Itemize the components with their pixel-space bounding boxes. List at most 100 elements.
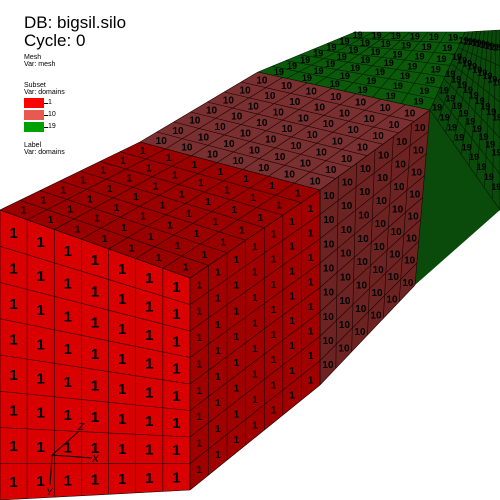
domain-label: 1 xyxy=(308,302,314,313)
domain-label: 10 xyxy=(388,120,400,131)
domain-label: 1 xyxy=(91,472,99,489)
domain-label: 1 xyxy=(118,471,126,488)
domain-label: 10 xyxy=(258,163,270,174)
domain-label: 1 xyxy=(37,302,45,319)
domain-label: 1 xyxy=(37,234,45,251)
domain-label: 1 xyxy=(100,166,106,177)
domain-label: 10 xyxy=(358,234,370,245)
domain-label: 19 xyxy=(393,81,403,91)
domain-1-front-face xyxy=(0,210,190,500)
domain-label: 1 xyxy=(258,213,264,224)
domain-label: 10 xyxy=(373,265,385,276)
domain-label: 19 xyxy=(439,86,449,96)
domain-label: 19 xyxy=(350,63,360,73)
domain-label: 1 xyxy=(9,367,17,384)
domain-label: 1 xyxy=(167,220,173,231)
domain-label: 10 xyxy=(402,278,414,289)
domain-label: 19 xyxy=(477,162,487,172)
domain-label: 1 xyxy=(118,441,126,458)
domain-label: 1 xyxy=(308,253,314,264)
domain-label: 1 xyxy=(289,366,295,377)
domain-label: 19 xyxy=(475,96,485,106)
domain-label: 19 xyxy=(491,182,500,192)
domain-label: 19 xyxy=(401,40,411,50)
domain-label: 10 xyxy=(408,212,420,223)
domain-label: 10 xyxy=(388,272,400,283)
domain-label: 10 xyxy=(256,75,268,86)
domain-label: 19 xyxy=(482,71,492,81)
domain-label: 1 xyxy=(308,327,314,338)
subset-swatch-label-19: 19 xyxy=(48,123,56,130)
domain-label: 1 xyxy=(179,189,185,200)
domain-label: 1 xyxy=(234,358,240,369)
domain-label: 10 xyxy=(355,304,367,315)
domain-label: 1 xyxy=(186,209,192,220)
domain-label: 10 xyxy=(391,227,403,238)
domain-label: 1 xyxy=(9,474,17,491)
domain-label: 1 xyxy=(308,278,314,289)
domain-label: 19 xyxy=(484,41,494,51)
domain-label: 19 xyxy=(454,132,464,142)
domain-label: 1 xyxy=(289,217,295,228)
domain-label: 1 xyxy=(145,442,153,459)
domain-label: 19 xyxy=(462,58,472,68)
domain-label: 1 xyxy=(252,420,258,431)
domain-label: 1 xyxy=(308,376,314,387)
domain-label: 1 xyxy=(91,409,99,426)
domain-label: 1 xyxy=(172,279,180,296)
domain-label: 10 xyxy=(358,211,370,222)
domain-label: 1 xyxy=(140,212,146,223)
domain-label: 19 xyxy=(459,35,469,45)
domain-label: 10 xyxy=(323,336,335,347)
subset-swatch-1 xyxy=(24,98,44,108)
domain-label: 1 xyxy=(215,346,221,357)
domain-label: 10 xyxy=(341,154,353,165)
domain-label: 1 xyxy=(252,369,258,380)
domain-label: 10 xyxy=(338,344,350,355)
domain-label: 10 xyxy=(340,249,352,260)
domain-label: 19 xyxy=(400,71,410,81)
domain-label: 1 xyxy=(9,438,17,455)
domain-label: 1 xyxy=(37,268,45,285)
domain-label: 19 xyxy=(485,140,495,150)
domain-label: 10 xyxy=(341,201,353,212)
domain-label: 1 xyxy=(231,205,237,216)
domain-label: 10 xyxy=(409,189,421,200)
domain-label: 1 xyxy=(271,280,277,291)
domain-label: 1 xyxy=(243,174,249,185)
domain-label: 19 xyxy=(480,102,490,112)
domain-label: 10 xyxy=(354,327,366,338)
domain-label: 19 xyxy=(358,85,368,95)
domain-label: 10 xyxy=(215,122,227,133)
domain-label: 19 xyxy=(472,65,482,75)
domain-label: 19 xyxy=(287,61,297,71)
domain-label: 1 xyxy=(48,215,54,226)
domain-label: 10 xyxy=(323,239,335,250)
domain-label: 10 xyxy=(406,234,418,245)
domain-label: 1 xyxy=(145,413,153,430)
domain-label: 19 xyxy=(457,55,467,65)
domain-label: 1 xyxy=(197,386,203,397)
domain-label: 1 xyxy=(269,181,275,192)
domain-label: 19 xyxy=(337,52,347,62)
domain-label: 10 xyxy=(298,113,310,124)
domain-label: 10 xyxy=(360,164,372,175)
domain-label: 19 xyxy=(348,45,358,55)
domain-label: 1 xyxy=(289,291,295,302)
domain-label: 10 xyxy=(364,114,376,125)
domain-label: 10 xyxy=(413,145,425,156)
domain-label: 10 xyxy=(357,142,369,153)
domain-label: 10 xyxy=(393,182,405,193)
domain-label: 1 xyxy=(289,341,295,352)
domain-label: 1 xyxy=(91,440,99,457)
domain-label: 1 xyxy=(252,242,258,253)
domain-label: 1 xyxy=(75,224,81,235)
domain-label: 1 xyxy=(61,186,67,197)
domain-label: 1 xyxy=(9,332,17,349)
domain-label: 19 xyxy=(300,55,310,65)
domain-label: 10 xyxy=(323,263,335,274)
domain-label: 1 xyxy=(202,250,208,261)
domain-label: 1 xyxy=(224,186,230,197)
domain-label: 1 xyxy=(118,261,126,278)
